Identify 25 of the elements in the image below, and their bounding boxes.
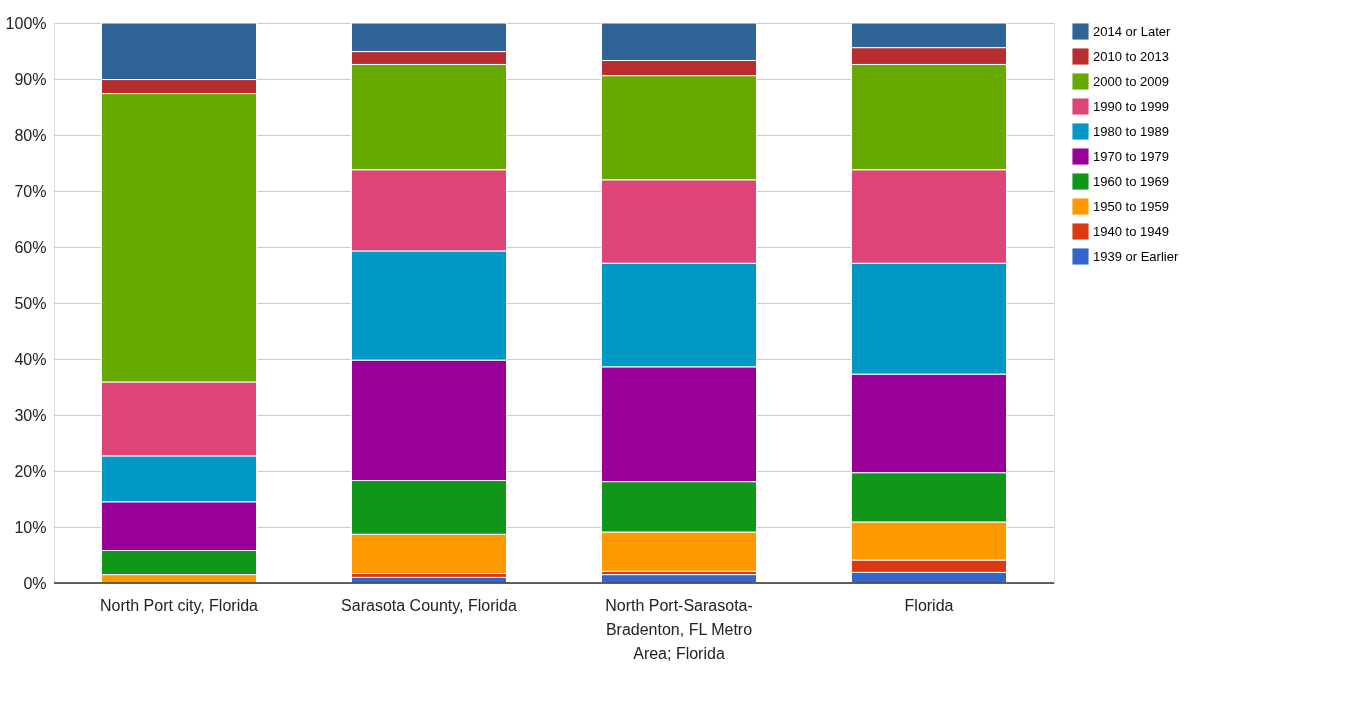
legend-label: 2014 or Later xyxy=(1093,23,1171,39)
y-tick-label: 20% xyxy=(14,462,47,480)
legend-label: 2000 to 2009 xyxy=(1093,73,1169,89)
y-tick-label: 10% xyxy=(14,518,47,536)
x-tick-label: North Port-Sarasota-Bradenton, FL Metro Area; Florida xyxy=(605,596,753,662)
y-tick-label: 0% xyxy=(23,574,47,592)
x-tick-label: Sarasota County, Florida xyxy=(341,596,517,614)
legend-label: 1939 or Earlier xyxy=(1093,248,1179,264)
y-tick-label: 80% xyxy=(14,126,47,144)
x-tick-label: Florida xyxy=(904,596,954,614)
legend-label: 1980 to 1989 xyxy=(1093,123,1169,139)
legend-label: 1990 to 1999 xyxy=(1093,98,1169,114)
legend-label: 2010 to 2013 xyxy=(1093,48,1169,64)
legend-label: 1960 to 1969 xyxy=(1093,173,1169,189)
y-tick-label: 60% xyxy=(14,238,47,256)
y-tick-label: 70% xyxy=(14,182,47,200)
x-tick-label: North Port city, Florida xyxy=(100,596,259,614)
legend-label: 1970 to 1979 xyxy=(1093,148,1169,164)
y-tick-label: 30% xyxy=(14,406,47,424)
legend-label: 1950 to 1959 xyxy=(1093,198,1169,214)
y-tick-label: 100% xyxy=(5,14,47,32)
legend-label: 1940 to 1949 xyxy=(1093,223,1169,239)
y-tick-label: 50% xyxy=(14,294,47,312)
y-tick-label: 40% xyxy=(14,350,47,368)
y-tick-label: 90% xyxy=(14,70,47,88)
